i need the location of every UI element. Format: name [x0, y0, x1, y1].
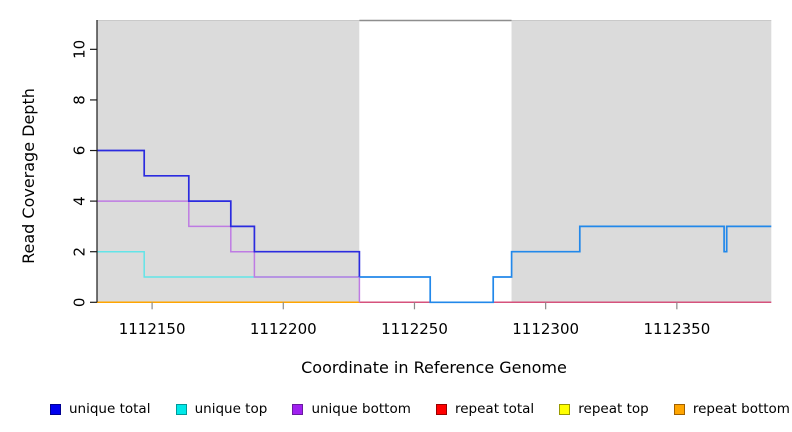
legend-swatch-repeat-top [559, 403, 571, 415]
region-covered-left [97, 20, 360, 303]
x-tick-label: 1112350 [643, 320, 710, 338]
legend-item-repeat-top: repeat top [559, 401, 649, 417]
series-line-unique-top [97, 250, 360, 278]
legend-swatch-repeat-bottom [673, 403, 685, 415]
x-tick-label: 1112200 [250, 320, 317, 338]
region-coverage-gap [359, 20, 512, 303]
y-axis-title: Read Coverage Depth [19, 88, 38, 264]
x-axis-title: Coordinate in Reference Genome [301, 358, 567, 377]
legend-label: unique bottom [311, 401, 411, 417]
series-line-unique-bottom [97, 200, 361, 303]
legend-item-repeat-bottom: repeat bottom [673, 401, 790, 417]
legend-swatch-unique-total [50, 403, 61, 415]
legend-item-unique-top: unique top [175, 401, 268, 417]
series-line-unique-total-and-top-overlap [359, 225, 772, 304]
legend-label: repeat total [454, 401, 535, 417]
y-tick-label: 2 [71, 247, 89, 257]
legend-swatch-repeat-total [435, 403, 447, 415]
legend-item-repeat-total: repeat total [435, 401, 535, 417]
y-tick-label: 6 [71, 146, 89, 156]
legend-label: repeat bottom [692, 401, 790, 417]
series-line-unique-total [97, 149, 361, 277]
legend-label: unique total [69, 401, 151, 417]
x-tick-label: 1112300 [512, 320, 579, 338]
legend-item-unique-bottom: unique bottom [292, 401, 411, 417]
legend-label: repeat top [578, 401, 649, 417]
x-tick-label: 1112250 [381, 320, 448, 338]
legend-item-unique-total: unique total [50, 401, 150, 417]
legend-label: unique top [194, 401, 268, 417]
y-tick-label: 10 [71, 40, 89, 59]
legend-swatch-unique-top [175, 403, 187, 415]
region-covered-right [511, 20, 772, 303]
legend-swatch-unique-bottom [292, 403, 304, 415]
y-tick-label: 0 [71, 298, 89, 308]
legend: unique total unique top unique bottom repea… [50, 399, 790, 419]
y-tick-label: 8 [71, 95, 89, 105]
y-tick-label: 4 [71, 196, 89, 206]
x-tick-label: 1112150 [119, 320, 186, 338]
